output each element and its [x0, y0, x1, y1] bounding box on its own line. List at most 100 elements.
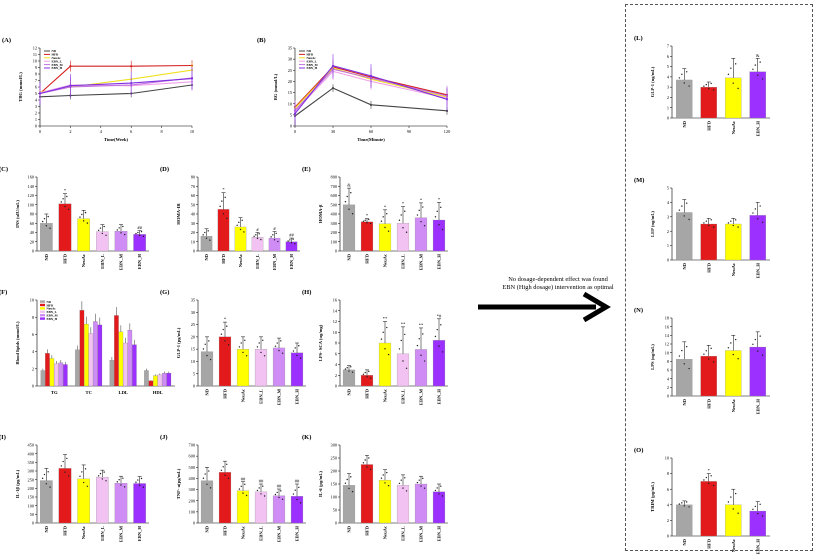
panel-c-category-label-ebn-l: EBN_L — [100, 254, 105, 269]
panel-h-data-dot-ebn-m — [423, 360, 426, 362]
panel-e-data-dot-neuac — [380, 220, 383, 222]
panel-e-data-dot-nd — [344, 201, 347, 203]
panel-c-bar-ebn-l — [96, 231, 109, 252]
panel-j-data-dot-hfd — [226, 463, 228, 465]
panel-a-y-tick-label: 5 — [35, 91, 37, 96]
panel-j-data-dot-ebn-l — [263, 495, 266, 497]
panel-d-data-dot-ebn-l — [253, 235, 255, 237]
panel-n-data-dot-neuac — [734, 338, 737, 341]
panel-k-y-axis-label: IL-6 (pg/mL) — [318, 471, 323, 497]
panel-g-data-dot-hfd — [224, 340, 226, 342]
panel-m-data-dot-nd — [678, 209, 681, 211]
panel-l-data-dot-ebn-h — [752, 68, 754, 71]
panel-d-y-tick-label: 80 — [191, 175, 195, 180]
panel-n-data-dot-nd — [683, 363, 685, 365]
panel-j-bar-ebn-l — [254, 491, 268, 524]
panel-j-data-dot-ebn-m — [278, 496, 280, 499]
panel-o-data-dot-neuac — [730, 496, 732, 498]
panel-l-bar-neuac — [725, 77, 742, 119]
panel-h-data-dot-ebn-m — [420, 354, 422, 356]
panel-f-legend-swatch — [40, 317, 45, 320]
panel-a-legend-entry: EBN_H — [52, 66, 63, 70]
panel-i-y-tick-label: 200 — [28, 486, 34, 491]
panel-k-data-dot-ebn-l — [400, 479, 402, 481]
panel-j-y-tick-label: 0 — [193, 521, 195, 526]
panel-l-y-tick-label: 7 — [667, 44, 670, 49]
panel-k-data-dot-hfd — [364, 459, 366, 461]
panel-h-label: (H) — [302, 289, 311, 296]
dosage-note-line-2: EBN (High dosage) intervention as optima… — [502, 284, 614, 291]
panel-c-y-tick-label: 60 — [30, 221, 34, 226]
panel-e-y-tick-label: 500 — [331, 202, 337, 207]
panel-o-data-dot-ebn-h — [752, 508, 754, 511]
panel-a-x-tick-label: 8 — [161, 129, 163, 134]
panel-k-data-dot-nd — [350, 476, 352, 478]
panel-e-data-dot-hfd — [369, 222, 372, 225]
panel-b-series-ebn-l-line — [294, 70, 448, 112]
panel-g-data-dot-neuac — [238, 346, 241, 348]
panel-c-data-dot-neuac — [84, 211, 87, 214]
panel-j-label: (J) — [160, 434, 168, 441]
panel-f-legend-entry: NeuAc — [47, 307, 57, 311]
panel-e-bar-hfd — [360, 221, 374, 252]
panel-h-data-dot-ebn-h — [441, 351, 444, 353]
panel-l-data-dot-ebn-h — [754, 64, 757, 66]
panel-a-y-tick-label: 11 — [33, 52, 37, 57]
panel-n-y-tick-label: 14 — [665, 333, 670, 338]
panel-g-data-dot-ebn-l — [258, 342, 260, 344]
panel-g-data-dot-hfd — [226, 325, 228, 327]
panel-h-data-dot-nd — [351, 371, 354, 373]
panel-b-x-tick-label: 30 — [331, 129, 335, 134]
panel-k-y-tick-label: 0 — [335, 521, 337, 526]
panel-h-data-dot-nd — [348, 370, 350, 372]
panel-d-y-tick-label: 0 — [193, 249, 195, 254]
panel-l-category-label-hfd: HFD — [706, 120, 711, 130]
panel-b-y-tick-label: 0 — [290, 124, 292, 129]
panel-o-category-label-ebn-h: EBN_H — [755, 539, 760, 555]
panel-k-category-label-hfd: HFD — [365, 525, 370, 535]
panel-d-data-dot-ebn-m — [277, 240, 279, 243]
panel-i-category-label-hfd: HFD — [63, 525, 68, 535]
panel-l-category-label-neuac: NeuAc — [731, 121, 736, 134]
panel-d-data-dot-hfd — [222, 213, 225, 215]
panel-m-data-dot-ebn-h — [759, 205, 761, 207]
panel-a-y-tick-label: 0 — [35, 124, 37, 129]
panel-f-bar-ldl-hfd — [114, 315, 119, 387]
panel-h-category-label-ebn-m: EBN_M — [419, 388, 424, 405]
panel-k-y-tick-label: 50 — [333, 508, 337, 513]
panel-a-y-tick-label: 10 — [33, 59, 37, 64]
panel-i-data-dot-ebn-m — [122, 477, 124, 479]
panel-f: (F) 0 2 4 6 8 10 Blood lipids (mmol/L) TG TC LDL HD… — [0, 289, 175, 395]
panel-e-data-dot-ebn-m — [416, 214, 419, 216]
panel-e-significance-ebn-m: * — [420, 197, 423, 202]
panel-h-category-label-neuac: NeuAc — [383, 389, 388, 402]
panel-d-y-tick-label: 70 — [191, 184, 195, 189]
panel-e-y-tick-label: 300 — [331, 221, 337, 226]
panel-j-data-dot-hfd — [222, 466, 224, 468]
panel-c-bar-ebn-m — [114, 230, 128, 252]
panel-i-y-tick-label: 150 — [28, 495, 34, 500]
panel-c-bar-ebn-h — [133, 234, 146, 252]
panel-f-bar-tc-ebn-m — [93, 321, 98, 387]
panel-n-y-tick-label: 12 — [665, 342, 669, 347]
panel-g-data-dot-ebn-h — [296, 354, 298, 357]
panel-c-data-dot-neuac — [86, 222, 89, 224]
panel-b-series-nd-point — [369, 103, 373, 106]
panel-k-data-dot-hfd — [369, 468, 372, 471]
panel-h-data-dot-neuac — [386, 326, 388, 329]
panel-b-series-nd-point — [331, 87, 335, 90]
panel-o-y-tick-label: 10 — [665, 456, 669, 461]
panel-n-y-tick-label: 4 — [667, 376, 670, 381]
panel-l-category-label-ebn-h: EBN_H — [755, 121, 760, 137]
panel-e-data-dot-ebn-l — [402, 227, 404, 229]
panel-i-y-tick-label: 400 — [28, 451, 34, 456]
panel-c-data-dot-ebn-m — [116, 229, 119, 231]
panel-j-y-tick-label: 200 — [189, 498, 195, 503]
panel-c-category-label-ebn-m: EBN_M — [119, 253, 124, 270]
panel-h-data-dot-ebn-l — [404, 333, 406, 336]
panel-l-category-label-nd: ND — [682, 120, 687, 127]
panel-k-category-label-ebn-h: EBN_H — [437, 526, 442, 542]
panel-h-data-dot-hfd — [364, 371, 366, 374]
panel-m-bar-hfd — [700, 223, 717, 261]
panel-j-category-label-ebn-m: EBN_M — [277, 525, 282, 542]
